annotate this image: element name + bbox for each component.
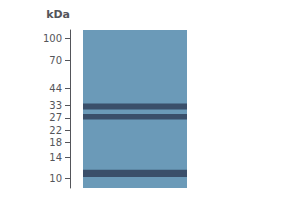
svg-text:27: 27 — [49, 112, 62, 123]
svg-text:10: 10 — [49, 173, 62, 184]
svg-text:18: 18 — [49, 137, 62, 148]
svg-text:33: 33 — [49, 100, 62, 111]
svg-text:14: 14 — [49, 152, 62, 163]
svg-text:70: 70 — [49, 55, 62, 66]
svg-text:100: 100 — [43, 33, 62, 44]
svg-text:22: 22 — [49, 125, 62, 136]
svg-text:kDa: kDa — [46, 8, 70, 21]
svg-text:44: 44 — [49, 83, 62, 94]
